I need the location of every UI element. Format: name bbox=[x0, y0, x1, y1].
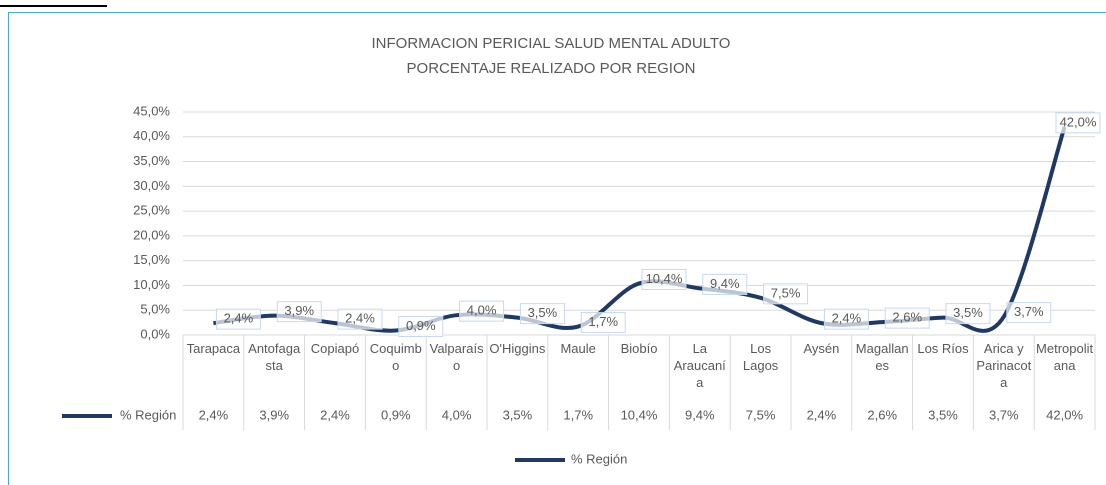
table-value: 42,0% bbox=[1046, 407, 1083, 422]
table-series-name: % Región bbox=[120, 407, 176, 422]
data-label: 3,9% bbox=[284, 303, 314, 318]
x-tick-label: Maule bbox=[560, 341, 596, 356]
x-tick-label: Magallanes bbox=[855, 341, 909, 373]
data-label-box bbox=[337, 308, 383, 330]
y-tick-label: 45,0% bbox=[133, 103, 170, 118]
data-label: 2,4% bbox=[345, 311, 375, 326]
y-tick-label: 30,0% bbox=[133, 178, 170, 193]
table-value: 3,7% bbox=[989, 407, 1019, 422]
table-value: 3,5% bbox=[928, 407, 958, 422]
data-label-box bbox=[1006, 302, 1052, 324]
x-tick-label: Tarapaca bbox=[186, 341, 241, 356]
data-label: 9,4% bbox=[710, 276, 740, 291]
data-label-box bbox=[276, 301, 322, 323]
x-tick-label: Biobío bbox=[620, 341, 658, 356]
table-value: 4,0% bbox=[442, 407, 472, 422]
data-label-box bbox=[823, 308, 869, 330]
data-label-box bbox=[519, 303, 565, 325]
data-label: 2,4% bbox=[224, 311, 254, 326]
data-label-box bbox=[215, 308, 261, 330]
data-label: 2,4% bbox=[832, 311, 862, 326]
table-value: 2,4% bbox=[199, 407, 229, 422]
y-tick-label: 25,0% bbox=[133, 203, 170, 218]
data-label: 0,9% bbox=[406, 318, 436, 333]
line-series bbox=[213, 126, 1067, 333]
y-tick-label: 0,0% bbox=[140, 326, 170, 341]
legend-label: % Región bbox=[571, 451, 627, 466]
y-tick-label: 20,0% bbox=[133, 227, 170, 242]
data-label-box bbox=[945, 303, 991, 325]
data-label-box bbox=[702, 273, 748, 295]
data-label: 10,4% bbox=[646, 271, 683, 286]
data-label: 1,7% bbox=[588, 314, 618, 329]
chart-title: INFORMACION PERICIAL SALUD MENTAL ADULTO bbox=[372, 35, 731, 52]
table-value: 10,4% bbox=[621, 407, 658, 422]
data-label: 2,6% bbox=[892, 310, 922, 325]
data-label-box bbox=[884, 307, 930, 329]
x-tick-label: Valparaíso bbox=[429, 341, 484, 373]
y-tick-label: 40,0% bbox=[133, 128, 170, 143]
table-value: 2,6% bbox=[867, 407, 897, 422]
y-tick-label: 15,0% bbox=[133, 252, 170, 267]
table-value: 7,5% bbox=[746, 407, 776, 422]
x-tick-label: Copiapó bbox=[310, 341, 360, 356]
x-tick-label: Metropolitana bbox=[1036, 341, 1094, 373]
data-label-box bbox=[398, 316, 444, 338]
data-label: 3,7% bbox=[1014, 304, 1044, 319]
data-label-box bbox=[580, 312, 626, 334]
x-tick-label: Arica y Parinacota bbox=[976, 341, 1032, 390]
x-tick-label: O'Higgins bbox=[489, 341, 546, 356]
chart-subtitle: PORCENTAJE REALIZADO POR REGION bbox=[407, 60, 696, 77]
chart-border bbox=[8, 12, 1106, 485]
table-value: 9,4% bbox=[685, 407, 715, 422]
x-tick-label: La Araucanía bbox=[673, 341, 726, 390]
y-tick-label: 10,0% bbox=[133, 277, 170, 292]
data-label: 7,5% bbox=[771, 285, 801, 300]
table-value: 2,4% bbox=[807, 407, 837, 422]
data-label-box bbox=[641, 268, 687, 290]
data-label: 42,0% bbox=[1060, 114, 1097, 129]
data-label: 4,0% bbox=[467, 303, 497, 318]
y-tick-label: 5,0% bbox=[140, 302, 170, 317]
table-value: 0,9% bbox=[381, 407, 411, 422]
x-tick-label: Coquimbo bbox=[369, 341, 422, 373]
x-tick-label: Los Ríos bbox=[917, 341, 969, 356]
x-tick-label: Antofagasta bbox=[248, 341, 301, 373]
table-value: 2,4% bbox=[320, 407, 350, 422]
table-value: 1,7% bbox=[563, 407, 593, 422]
table-value: 3,9% bbox=[259, 407, 289, 422]
data-label-box bbox=[459, 300, 505, 322]
data-label-box bbox=[1055, 112, 1101, 134]
table-value: 3,5% bbox=[503, 407, 533, 422]
x-tick-label: Los Lagos bbox=[742, 341, 779, 373]
data-label: 3,5% bbox=[528, 305, 558, 320]
data-label: 3,5% bbox=[953, 305, 983, 320]
data-label-box bbox=[763, 283, 809, 305]
x-tick-label: Aysén bbox=[803, 341, 840, 356]
y-tick-label: 35,0% bbox=[133, 153, 170, 168]
